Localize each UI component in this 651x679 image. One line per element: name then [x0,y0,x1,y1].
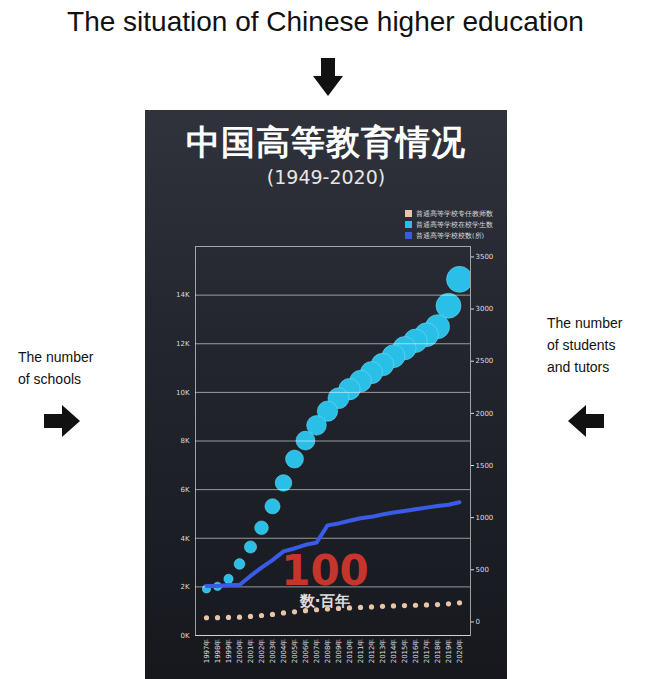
svg-text:10K: 10K [176,389,190,397]
svg-text:4K: 4K [180,534,189,542]
svg-text:2002年: 2002年 [258,639,266,664]
html-text:数·百年: 数·百年 [299,592,351,610]
svg-text:2019年: 2019年 [445,639,453,664]
svg-text:2008年: 2008年 [324,639,332,664]
svg-text:0K: 0K [180,632,189,640]
html-text:The number of students and tut: The number of students and tutors [547,315,623,375]
svg-text:1998年: 1998年 [214,639,222,664]
html-text:The number of schools: The number of schools [18,349,94,387]
svg-text:2006年: 2006年 [302,639,310,664]
html-text:100: 100 [281,546,369,595]
svg-text:2020年: 2020年 [456,639,464,664]
svg-text:1000: 1000 [476,514,494,522]
svg-text:2007年: 2007年 [313,639,321,664]
html-text:中国高等教育情况: 中国高等教育情况 [186,122,466,162]
svg-text:2000年: 2000年 [236,639,244,664]
svg-text:1997年: 1997年 [203,639,211,664]
svg-text:14K: 14K [176,291,190,299]
svg-text:2005年: 2005年 [291,639,299,664]
svg-text:2K: 2K [180,583,189,591]
svg-text:2017年: 2017年 [423,639,431,664]
svg-text:2001年: 2001年 [247,639,255,664]
svg-text:500: 500 [476,566,489,574]
html-text:普通高等学校在校学生数: 普通高等学校在校学生数 [416,221,493,229]
svg-text:3000: 3000 [476,305,494,313]
svg-text:2012年: 2012年 [368,639,376,664]
svg-text:8K: 8K [180,437,189,445]
svg-text:2018年: 2018年 [434,639,442,664]
svg-text:2500: 2500 [476,357,494,365]
svg-text:2009年: 2009年 [335,639,343,664]
svg-text:2010年: 2010年 [346,639,354,664]
svg-text:1999年: 1999年 [225,639,233,664]
svg-text:2013年: 2013年 [379,639,387,664]
svg-text:3500: 3500 [476,253,494,261]
html-text:普通高等学校专任教师数: 普通高等学校专任教师数 [416,210,493,218]
svg-text:2014年: 2014年 [390,639,398,664]
svg-text:2015年: 2015年 [401,639,409,664]
svg-text:12K: 12K [176,340,190,348]
svg-text:1500: 1500 [476,462,494,470]
svg-text:0: 0 [476,618,480,626]
svg-text:2016年: 2016年 [412,639,420,664]
svg-text:2011年: 2011年 [357,639,365,664]
html-text:The situation of Chinese highe: The situation of Chinese higher educatio… [67,6,584,37]
svg-text:2003年: 2003年 [269,639,277,664]
html-text:(1949-2020): (1949-2020) [266,166,386,188]
svg-text:2004年: 2004年 [280,639,288,664]
svg-text:6K: 6K [180,486,189,494]
html-text:普通高等学校校数(所): 普通高等学校校数(所) [416,232,485,240]
svg-text:2000: 2000 [476,410,494,418]
